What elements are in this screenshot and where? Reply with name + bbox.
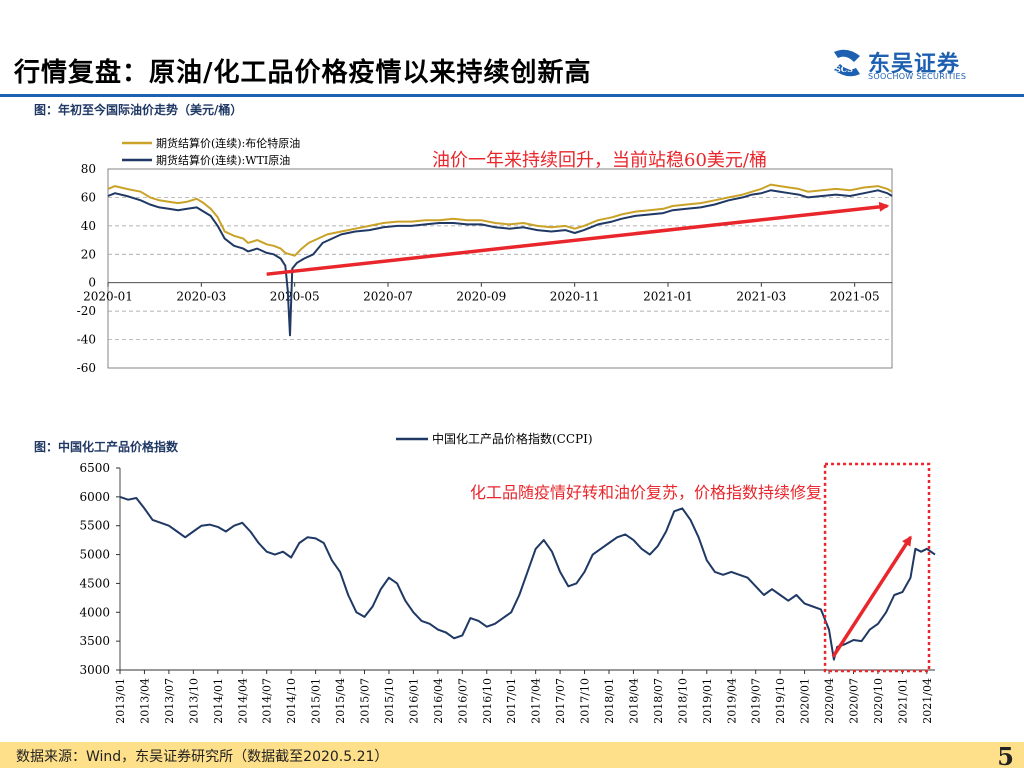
ccpi-series-line	[119, 495, 936, 661]
x-tick-label: 2021-01	[643, 290, 693, 304]
title-rule	[0, 94, 1024, 97]
x-tick-label: 2020-07	[363, 290, 413, 304]
x-tick-label: 2015/04	[334, 678, 347, 724]
logo-name-cn: 东吴证券	[868, 52, 961, 77]
data-source-note: 数据来源：Wind，东吴证券研究所（数据截至2020.5.21）	[16, 749, 389, 765]
annotation-text: 化工品随疫情好转和油价复苏，价格指数持续修复	[470, 483, 822, 502]
soochow-logo-icon: SCS	[834, 49, 860, 77]
x-tick-label: 2020/01	[799, 678, 812, 724]
brent-series-line	[107, 183, 893, 257]
svg-text:SCS: SCS	[835, 64, 853, 74]
y-tick-label: 4500	[79, 576, 110, 590]
y-tick-label: 80	[81, 162, 96, 176]
ccpi-chart-heading: 图：中国化工产品价格指数	[34, 440, 179, 454]
trend-arrow	[831, 535, 913, 658]
page-number: 5	[997, 742, 1014, 771]
footer-bar: 数据来源：Wind，东吴证券研究所（数据截至2020.5.21） 5	[0, 742, 1024, 771]
wti-series-line	[107, 189, 893, 337]
x-tick-label: 2021-05	[830, 290, 880, 304]
legend-label: 期货结算价(连续):布伦特原油	[156, 136, 300, 150]
y-tick-label: -40	[77, 333, 96, 347]
x-tick-label: 2019/01	[701, 678, 714, 724]
x-tick-label: 2016/01	[407, 678, 420, 724]
annotation-text: 油价一年来持续回升，当前站稳60美元/桶	[432, 150, 767, 171]
trend-arrow	[266, 201, 890, 276]
x-tick-label: 2017/07	[554, 678, 567, 724]
x-tick-label: 2015/07	[359, 678, 372, 724]
y-tick-label: 3000	[79, 663, 110, 677]
x-tick-label: 2020-09	[456, 290, 506, 304]
x-tick-label: 2013/10	[187, 678, 200, 724]
x-tick-label: 2013/07	[163, 678, 176, 724]
x-tick-label: 2015/10	[383, 678, 396, 724]
x-tick-label: 2020/10	[872, 678, 885, 724]
ccpi-chart: 6500 6000 5500 5000 4500 4000 3500 3000 2013/01 2…	[79, 431, 936, 724]
y-tick-label: -20	[77, 304, 96, 318]
x-tick-label: 2014/04	[236, 678, 249, 724]
x-tick-label: 2015/01	[310, 678, 323, 724]
x-tick-label: 2021/04	[921, 678, 934, 724]
x-tick-label: 2017/10	[579, 678, 592, 724]
oil-chart-heading: 图：年初至今国际油价走势（美元/桶）	[34, 103, 243, 117]
x-tick-label: 2014/01	[212, 678, 225, 724]
legend-label: 期货结算价(连续):WTI原油	[156, 153, 290, 167]
x-tick-label: 2019/10	[774, 678, 787, 724]
y-tick-label: 5500	[79, 519, 110, 533]
x-tick-label: 2021/01	[896, 678, 909, 724]
legend-label: 中国化工产品价格指数(CCPI)	[432, 431, 593, 446]
y-tick-label: 20	[81, 247, 96, 261]
x-tick-label: 2016/04	[432, 678, 445, 724]
x-tick-label: 2018/01	[603, 678, 616, 724]
soochow-logo: SCS 东吴证券 SOOCHOW SECURITIES	[830, 44, 980, 84]
x-tick-label: 2018/04	[627, 678, 640, 724]
x-tick-label: 2020-01	[83, 290, 133, 304]
x-tick-label: 2019/07	[750, 678, 763, 724]
logo-name-en: SOOCHOW SECURITIES	[868, 72, 967, 81]
x-tick-label: 2016/10	[481, 678, 494, 724]
x-tick-label: 2017/01	[505, 678, 518, 724]
y-tick-label: 5000	[79, 548, 110, 562]
x-tick-label: 2021-03	[736, 290, 786, 304]
y-tick-label: 4000	[79, 605, 110, 619]
x-tick-label: 2013/01	[114, 678, 127, 724]
highlight-box	[823, 462, 931, 673]
oil-price-chart: 80 60 40 20 0 -20 -40 -60 2020-01 2020-03 2020-05 2…	[77, 136, 893, 375]
x-tick-label: 2018/07	[652, 678, 665, 724]
x-tick-label: 2014/10	[285, 678, 298, 724]
y-tick-label: 3500	[79, 634, 110, 648]
y-tick-label: 0	[88, 276, 96, 290]
title-bar: 行情复盘：原油/化工品价格疫情以来持续创新高 SCS 东吴证券 SOOCHOW …	[0, 0, 1024, 97]
x-tick-label: 2016/07	[456, 678, 469, 724]
y-tick-label: 6500	[79, 461, 110, 475]
x-tick-label: 2017/04	[530, 678, 543, 724]
x-tick-label: 2014/07	[261, 678, 274, 724]
y-tick-label: 60	[81, 190, 96, 204]
x-tick-label: 2020-03	[176, 290, 226, 304]
x-tick-label: 2020/07	[848, 678, 861, 724]
x-tick-label: 2020/04	[823, 678, 836, 724]
x-tick-label: 2020-05	[270, 290, 320, 304]
x-tick-label: 2013/04	[138, 678, 151, 724]
y-tick-label: -60	[77, 361, 96, 375]
plot-frame	[107, 168, 893, 369]
y-tick-label: 40	[81, 219, 96, 233]
x-tick-label: 2020-11	[550, 290, 600, 304]
page-title: 行情复盘：原油/化工品价格疫情以来持续创新高	[14, 58, 592, 88]
y-tick-label: 6000	[79, 490, 110, 504]
x-tick-label: 2018/10	[676, 678, 689, 724]
x-tick-label: 2019/04	[725, 678, 738, 724]
